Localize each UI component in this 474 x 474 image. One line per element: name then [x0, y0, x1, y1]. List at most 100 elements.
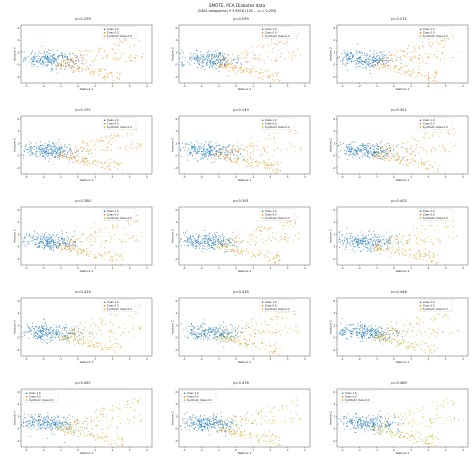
point-synthetic [57, 336, 59, 338]
point-class-0 [443, 45, 445, 47]
point-synthetic [83, 160, 85, 162]
point-synthetic [91, 59, 93, 62]
point-synthetic [255, 228, 257, 230]
point-class-0 [83, 68, 85, 70]
point-class-0 [100, 166, 102, 168]
point-class-0 [100, 322, 102, 324]
point-class-0 [410, 76, 412, 78]
point-class-0 [57, 245, 59, 247]
point-synthetic [118, 343, 120, 345]
point-class-0 [73, 245, 75, 247]
x-tick-label: 3 [287, 266, 289, 270]
point-synthetic [267, 145, 269, 147]
point-synthetic [240, 144, 242, 146]
point-class-1 [354, 154, 356, 156]
point-class-0 [441, 53, 444, 55]
point-class-1 [45, 239, 47, 241]
point-class-1 [44, 57, 46, 59]
point-class-1 [27, 326, 29, 328]
point-class-1 [28, 55, 30, 58]
point-synthetic [95, 325, 97, 327]
point-class-1 [198, 56, 200, 58]
point-class-1 [362, 248, 364, 250]
point-synthetic [91, 341, 93, 343]
point-class-1 [214, 242, 216, 244]
scatter-points [179, 216, 300, 265]
point-class-1 [213, 55, 215, 57]
point-class-0 [100, 246, 102, 248]
point-class-1 [219, 144, 221, 146]
point-class-1 [372, 56, 374, 58]
point-class-1 [180, 53, 182, 55]
point-class-1 [56, 233, 58, 235]
point-synthetic [243, 159, 245, 161]
point-class-0 [411, 56, 413, 58]
point-class-1 [355, 242, 357, 244]
point-class-1 [400, 63, 402, 65]
point-class-0 [67, 67, 69, 69]
point-class-1 [67, 336, 69, 338]
point-synthetic [272, 73, 274, 75]
point-class-1 [50, 63, 52, 65]
point-class-1 [368, 64, 370, 66]
point-class-1 [40, 52, 42, 55]
point-class-1 [43, 53, 45, 55]
point-class-1 [196, 245, 198, 247]
point-class-0 [276, 79, 278, 81]
point-class-1 [76, 245, 79, 247]
point-class-0 [94, 230, 96, 232]
point-class-0 [432, 79, 434, 81]
point-class-0 [108, 136, 110, 138]
point-class-1 [217, 144, 219, 146]
point-class-1 [214, 244, 216, 246]
point-class-1 [59, 240, 61, 242]
point-class-1 [207, 150, 209, 152]
point-class-1 [241, 63, 243, 65]
point-class-0 [427, 160, 429, 162]
point-class-1 [352, 153, 354, 155]
point-class-1 [90, 64, 92, 66]
point-synthetic [222, 64, 224, 66]
point-class-0 [410, 58, 412, 60]
point-class-1 [228, 157, 230, 159]
point-synthetic [73, 248, 75, 250]
point-class-0 [98, 68, 100, 70]
point-synthetic [416, 237, 418, 239]
point-class-1 [78, 342, 80, 344]
point-class-1 [203, 245, 205, 248]
point-class-1 [352, 152, 355, 154]
point-class-1 [41, 336, 43, 338]
point-class-1 [68, 247, 70, 249]
point-synthetic [397, 155, 399, 157]
y-tick-label: -2 [17, 257, 20, 261]
point-class-0 [424, 168, 426, 170]
point-class-0 [242, 250, 244, 252]
legend-entry: Class 0.0 [265, 122, 277, 126]
point-class-0 [105, 56, 108, 58]
point-synthetic [57, 247, 59, 249]
point-class-1 [37, 326, 39, 328]
point-class-0 [66, 64, 68, 66]
point-class-1 [45, 53, 47, 56]
point-class-1 [34, 145, 36, 147]
point-class-1 [29, 61, 31, 63]
point-class-1 [397, 241, 399, 243]
point-class-1 [358, 51, 361, 53]
point-synthetic [108, 232, 110, 234]
point-synthetic [101, 323, 103, 325]
x-tick-label: -3 [183, 84, 186, 88]
point-class-1 [43, 51, 45, 53]
point-synthetic [380, 58, 382, 60]
point-class-1 [350, 241, 352, 243]
point-class-1 [224, 153, 226, 155]
point-synthetic [395, 250, 397, 252]
point-class-1 [336, 58, 338, 60]
point-class-0 [398, 71, 400, 73]
point-class-0 [68, 160, 70, 162]
point-class-1 [191, 145, 193, 147]
point-class-1 [45, 241, 48, 243]
point-class-1 [191, 242, 193, 244]
point-synthetic [271, 42, 273, 44]
point-class-1 [191, 146, 193, 148]
point-class-1 [229, 145, 231, 147]
